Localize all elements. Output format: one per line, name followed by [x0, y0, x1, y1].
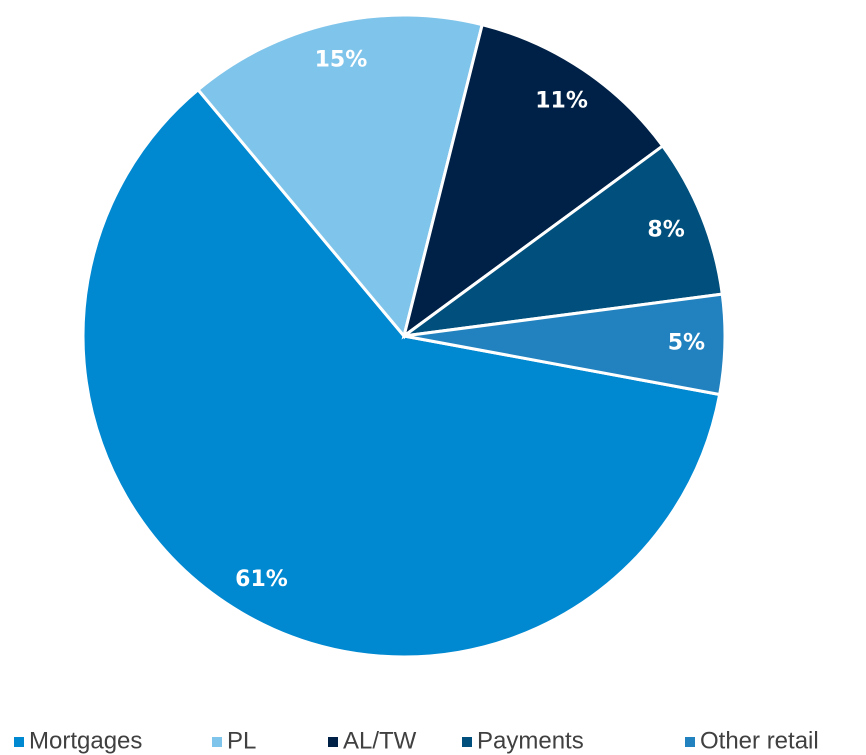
- data-label: 61%: [235, 567, 288, 592]
- legend-label: Payments: [477, 727, 584, 754]
- legend-swatch: [462, 737, 472, 747]
- pie-slice: [403, 143, 724, 338]
- legend-label: Mortgages: [29, 727, 142, 754]
- data-label: 8%: [647, 218, 684, 243]
- legend-swatch: [212, 737, 222, 747]
- legend-label: AL/TW: [343, 727, 417, 754]
- pie-slice: [195, 13, 485, 340]
- legend-label: Other retail: [700, 727, 819, 754]
- pie-slice: [81, 87, 722, 659]
- legend-swatch: [685, 737, 695, 747]
- pie-slice: [401, 22, 665, 340]
- data-label: 11%: [535, 89, 588, 114]
- legend-label: PL: [227, 727, 256, 754]
- data-label: 5%: [668, 330, 705, 355]
- data-label: 15%: [315, 48, 368, 73]
- pie-slice: [403, 292, 727, 397]
- legend-swatch: [14, 737, 24, 747]
- legend-swatch: [328, 737, 338, 747]
